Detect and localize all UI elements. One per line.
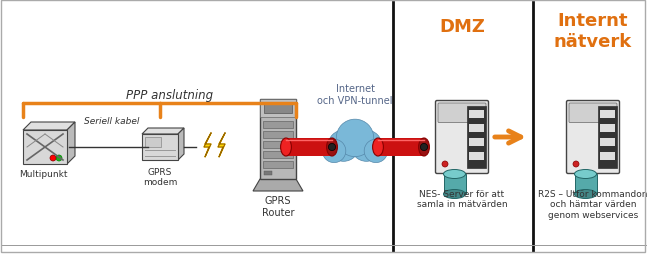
Ellipse shape (575, 170, 597, 179)
Polygon shape (178, 129, 184, 160)
Bar (469, 152, 484, 160)
Bar (325, 142, 386, 158)
Bar (145, 137, 161, 148)
Text: DMZ: DMZ (439, 18, 485, 36)
Bar (23, 131, 67, 164)
Circle shape (50, 155, 56, 161)
Bar (142, 134, 178, 160)
Bar (469, 138, 484, 146)
Circle shape (329, 144, 336, 151)
Text: Seriell kabel: Seriell kabel (84, 117, 140, 125)
Circle shape (322, 140, 345, 163)
Ellipse shape (373, 138, 384, 156)
Text: Internet
och VPN-tunnel: Internet och VPN-tunnel (317, 84, 393, 106)
Text: GPRS
Router: GPRS Router (262, 195, 294, 217)
Polygon shape (67, 122, 75, 164)
Bar (469, 124, 484, 133)
Bar (264, 104, 292, 114)
Circle shape (351, 131, 382, 162)
Bar (443, 174, 465, 194)
Ellipse shape (327, 138, 337, 156)
Bar (263, 121, 293, 129)
Bar (600, 110, 615, 119)
Ellipse shape (281, 138, 291, 156)
Bar (263, 132, 293, 138)
Polygon shape (218, 133, 225, 157)
Bar (260, 100, 296, 179)
Bar (600, 138, 615, 146)
Circle shape (442, 161, 448, 167)
Polygon shape (253, 179, 303, 191)
Bar (378, 138, 424, 156)
Bar (264, 171, 272, 175)
Bar (263, 141, 293, 148)
Bar (598, 107, 617, 168)
Bar (575, 174, 597, 194)
Ellipse shape (575, 190, 597, 199)
Circle shape (421, 144, 428, 151)
Text: PPP anslutning: PPP anslutning (126, 89, 213, 102)
Circle shape (328, 131, 359, 162)
Bar (263, 151, 293, 158)
Text: GPRS
modem: GPRS modem (143, 167, 177, 187)
Circle shape (56, 155, 62, 161)
Ellipse shape (443, 190, 465, 199)
Bar (469, 110, 484, 119)
Text: R2S – Utför kommandon
och hämtar värden
genom webservices: R2S – Utför kommandon och hämtar värden … (538, 189, 647, 219)
Circle shape (336, 120, 374, 157)
Bar (260, 100, 296, 118)
Ellipse shape (419, 138, 430, 156)
Text: Internt
nätverk: Internt nätverk (554, 12, 632, 51)
Circle shape (573, 161, 579, 167)
FancyBboxPatch shape (567, 101, 619, 174)
Bar (263, 161, 293, 168)
Ellipse shape (443, 170, 465, 179)
FancyBboxPatch shape (569, 104, 617, 123)
FancyBboxPatch shape (438, 104, 486, 123)
Polygon shape (204, 133, 211, 157)
Text: Multipunkt: Multipunkt (19, 169, 67, 178)
Polygon shape (142, 129, 184, 134)
Bar (467, 107, 486, 168)
Polygon shape (23, 122, 75, 131)
Circle shape (364, 140, 388, 163)
Bar (286, 138, 332, 156)
Text: NES- Server för att
samla in mätvärden: NES- Server för att samla in mätvärden (417, 189, 507, 209)
Bar (600, 152, 615, 160)
FancyBboxPatch shape (435, 101, 488, 174)
Bar (600, 124, 615, 133)
